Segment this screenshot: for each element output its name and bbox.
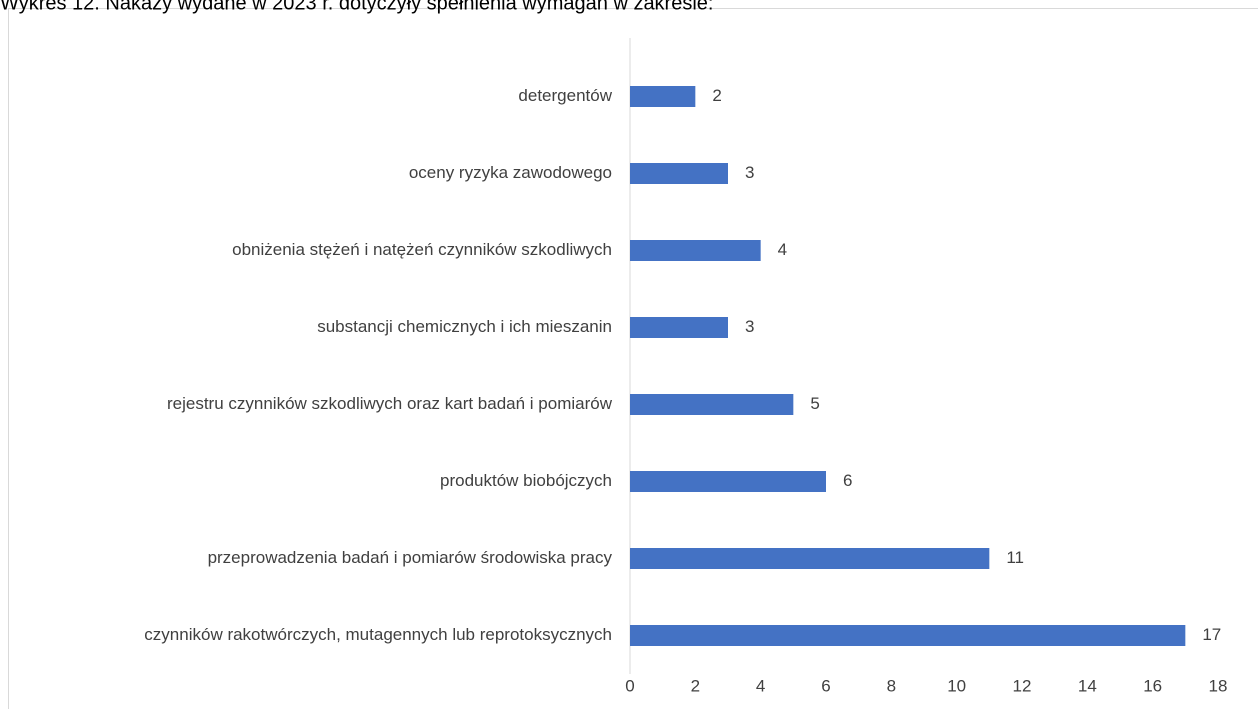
value-label: 2 (712, 86, 721, 105)
chart-title: Wykres 12. Nakazy wydane w 2023 r. dotyc… (0, 0, 713, 14)
y-tick-label: czynników rakotwórczych, mutagennych lub… (144, 625, 612, 644)
bar (630, 394, 794, 415)
x-tick-label: 6 (821, 676, 830, 695)
x-tick-label: 4 (756, 676, 765, 695)
value-label: 3 (745, 163, 754, 182)
x-tick-label: 0 (625, 676, 634, 695)
bar (630, 163, 728, 184)
bar (630, 317, 728, 338)
x-tick-label: 10 (947, 676, 966, 695)
x-tick-label: 8 (887, 676, 896, 695)
x-tick-label: 16 (1143, 676, 1162, 695)
value-label: 6 (843, 471, 852, 490)
bar (630, 240, 761, 261)
value-label: 17 (1202, 625, 1221, 644)
value-label: 3 (745, 317, 754, 336)
x-tick-label: 14 (1078, 676, 1097, 695)
y-tick-label: produktów biobójczych (440, 471, 612, 490)
value-label: 5 (810, 394, 819, 413)
x-tick-label: 2 (691, 676, 700, 695)
bar (630, 86, 696, 107)
x-tick-label: 12 (1013, 676, 1032, 695)
bar (630, 548, 990, 569)
y-tick-label: substancji chemicznych i ich mieszanin (317, 317, 612, 336)
x-tick-label: 18 (1209, 676, 1228, 695)
bar (630, 471, 826, 492)
y-tick-label: rejestru czynników szkodliwych oraz kart… (167, 394, 613, 413)
value-label: 4 (778, 240, 787, 259)
value-label: 11 (1006, 548, 1024, 567)
bar (630, 625, 1186, 646)
y-tick-label: przeprowadzenia badań i pomiarów środowi… (208, 548, 613, 567)
y-tick-label: detergentów (518, 86, 612, 105)
y-tick-label: oceny ryzyka zawodowego (409, 163, 612, 182)
chart-border (8, 8, 1258, 709)
y-tick-label: obniżenia stężeń i natężeń czynników szk… (232, 240, 612, 259)
